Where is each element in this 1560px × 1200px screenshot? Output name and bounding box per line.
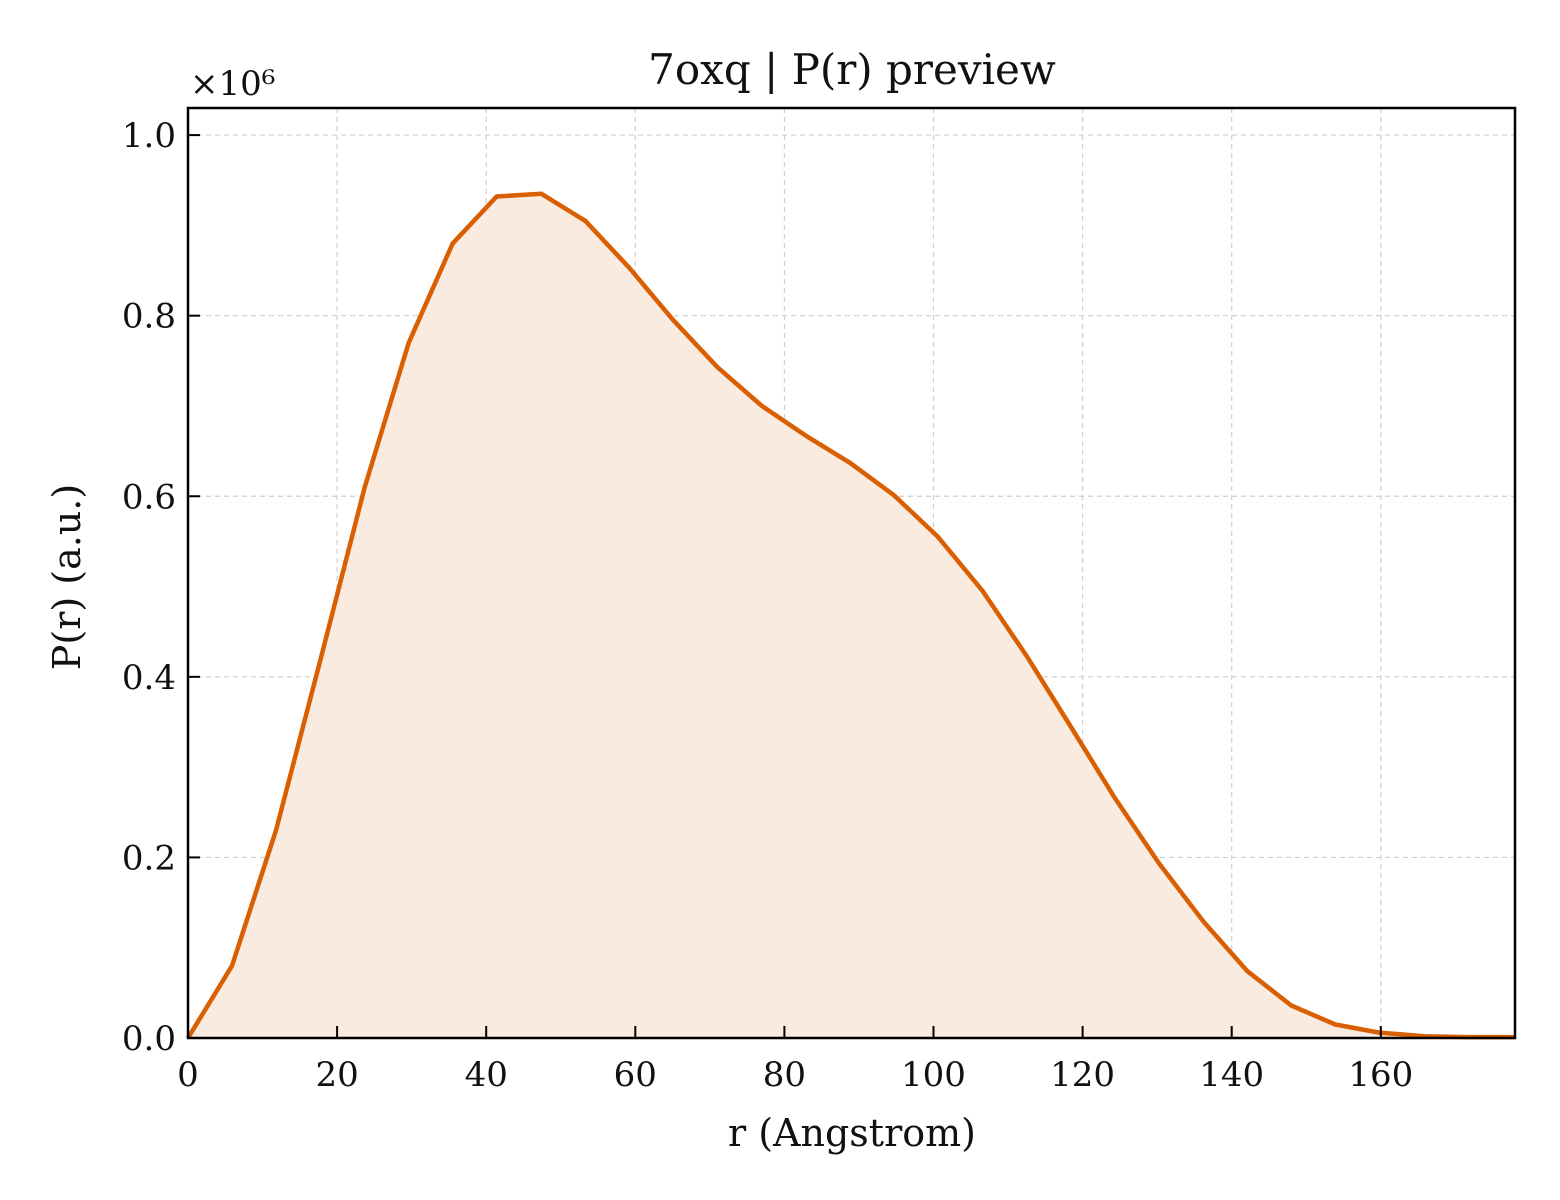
chart-title: 7oxq | P(r) preview <box>648 45 1056 94</box>
y-tick-label: 0.0 <box>122 1019 176 1059</box>
x-tick-label: 0 <box>177 1055 199 1095</box>
y-tick-labels: 0.0 0.2 0.4 0.6 0.8 1.0 <box>122 116 176 1059</box>
y-tick-label: 0.8 <box>122 297 176 337</box>
x-tick-labels: 0 20 40 60 80 100 120 140 160 <box>177 1055 1413 1095</box>
x-tick-label: 20 <box>315 1055 358 1095</box>
x-tick-label: 80 <box>763 1055 806 1095</box>
x-tick-label: 140 <box>1199 1055 1264 1095</box>
y-axis-label: P(r) (a.u.) <box>45 484 89 670</box>
pr-area-fill <box>188 193 1515 1039</box>
x-tick-label: 60 <box>614 1055 657 1095</box>
x-axis-label: r (Angstrom) <box>728 1111 976 1155</box>
y-tick-label: 0.4 <box>122 658 176 698</box>
x-tick-label: 100 <box>901 1055 966 1095</box>
x-tick-label: 120 <box>1050 1055 1115 1095</box>
y-offset-text: ×10⁶ <box>190 64 275 104</box>
x-tick-label: 160 <box>1348 1055 1413 1095</box>
pr-line <box>186 191 1515 1040</box>
y-tick-label: 0.2 <box>122 838 176 878</box>
y-tick-label: 0.6 <box>122 477 176 517</box>
x-tick-label: 40 <box>465 1055 508 1095</box>
plot-frame <box>186 106 1517 1040</box>
y-tick-label: 1.0 <box>122 116 176 156</box>
axis-ticks <box>187 134 1382 1039</box>
